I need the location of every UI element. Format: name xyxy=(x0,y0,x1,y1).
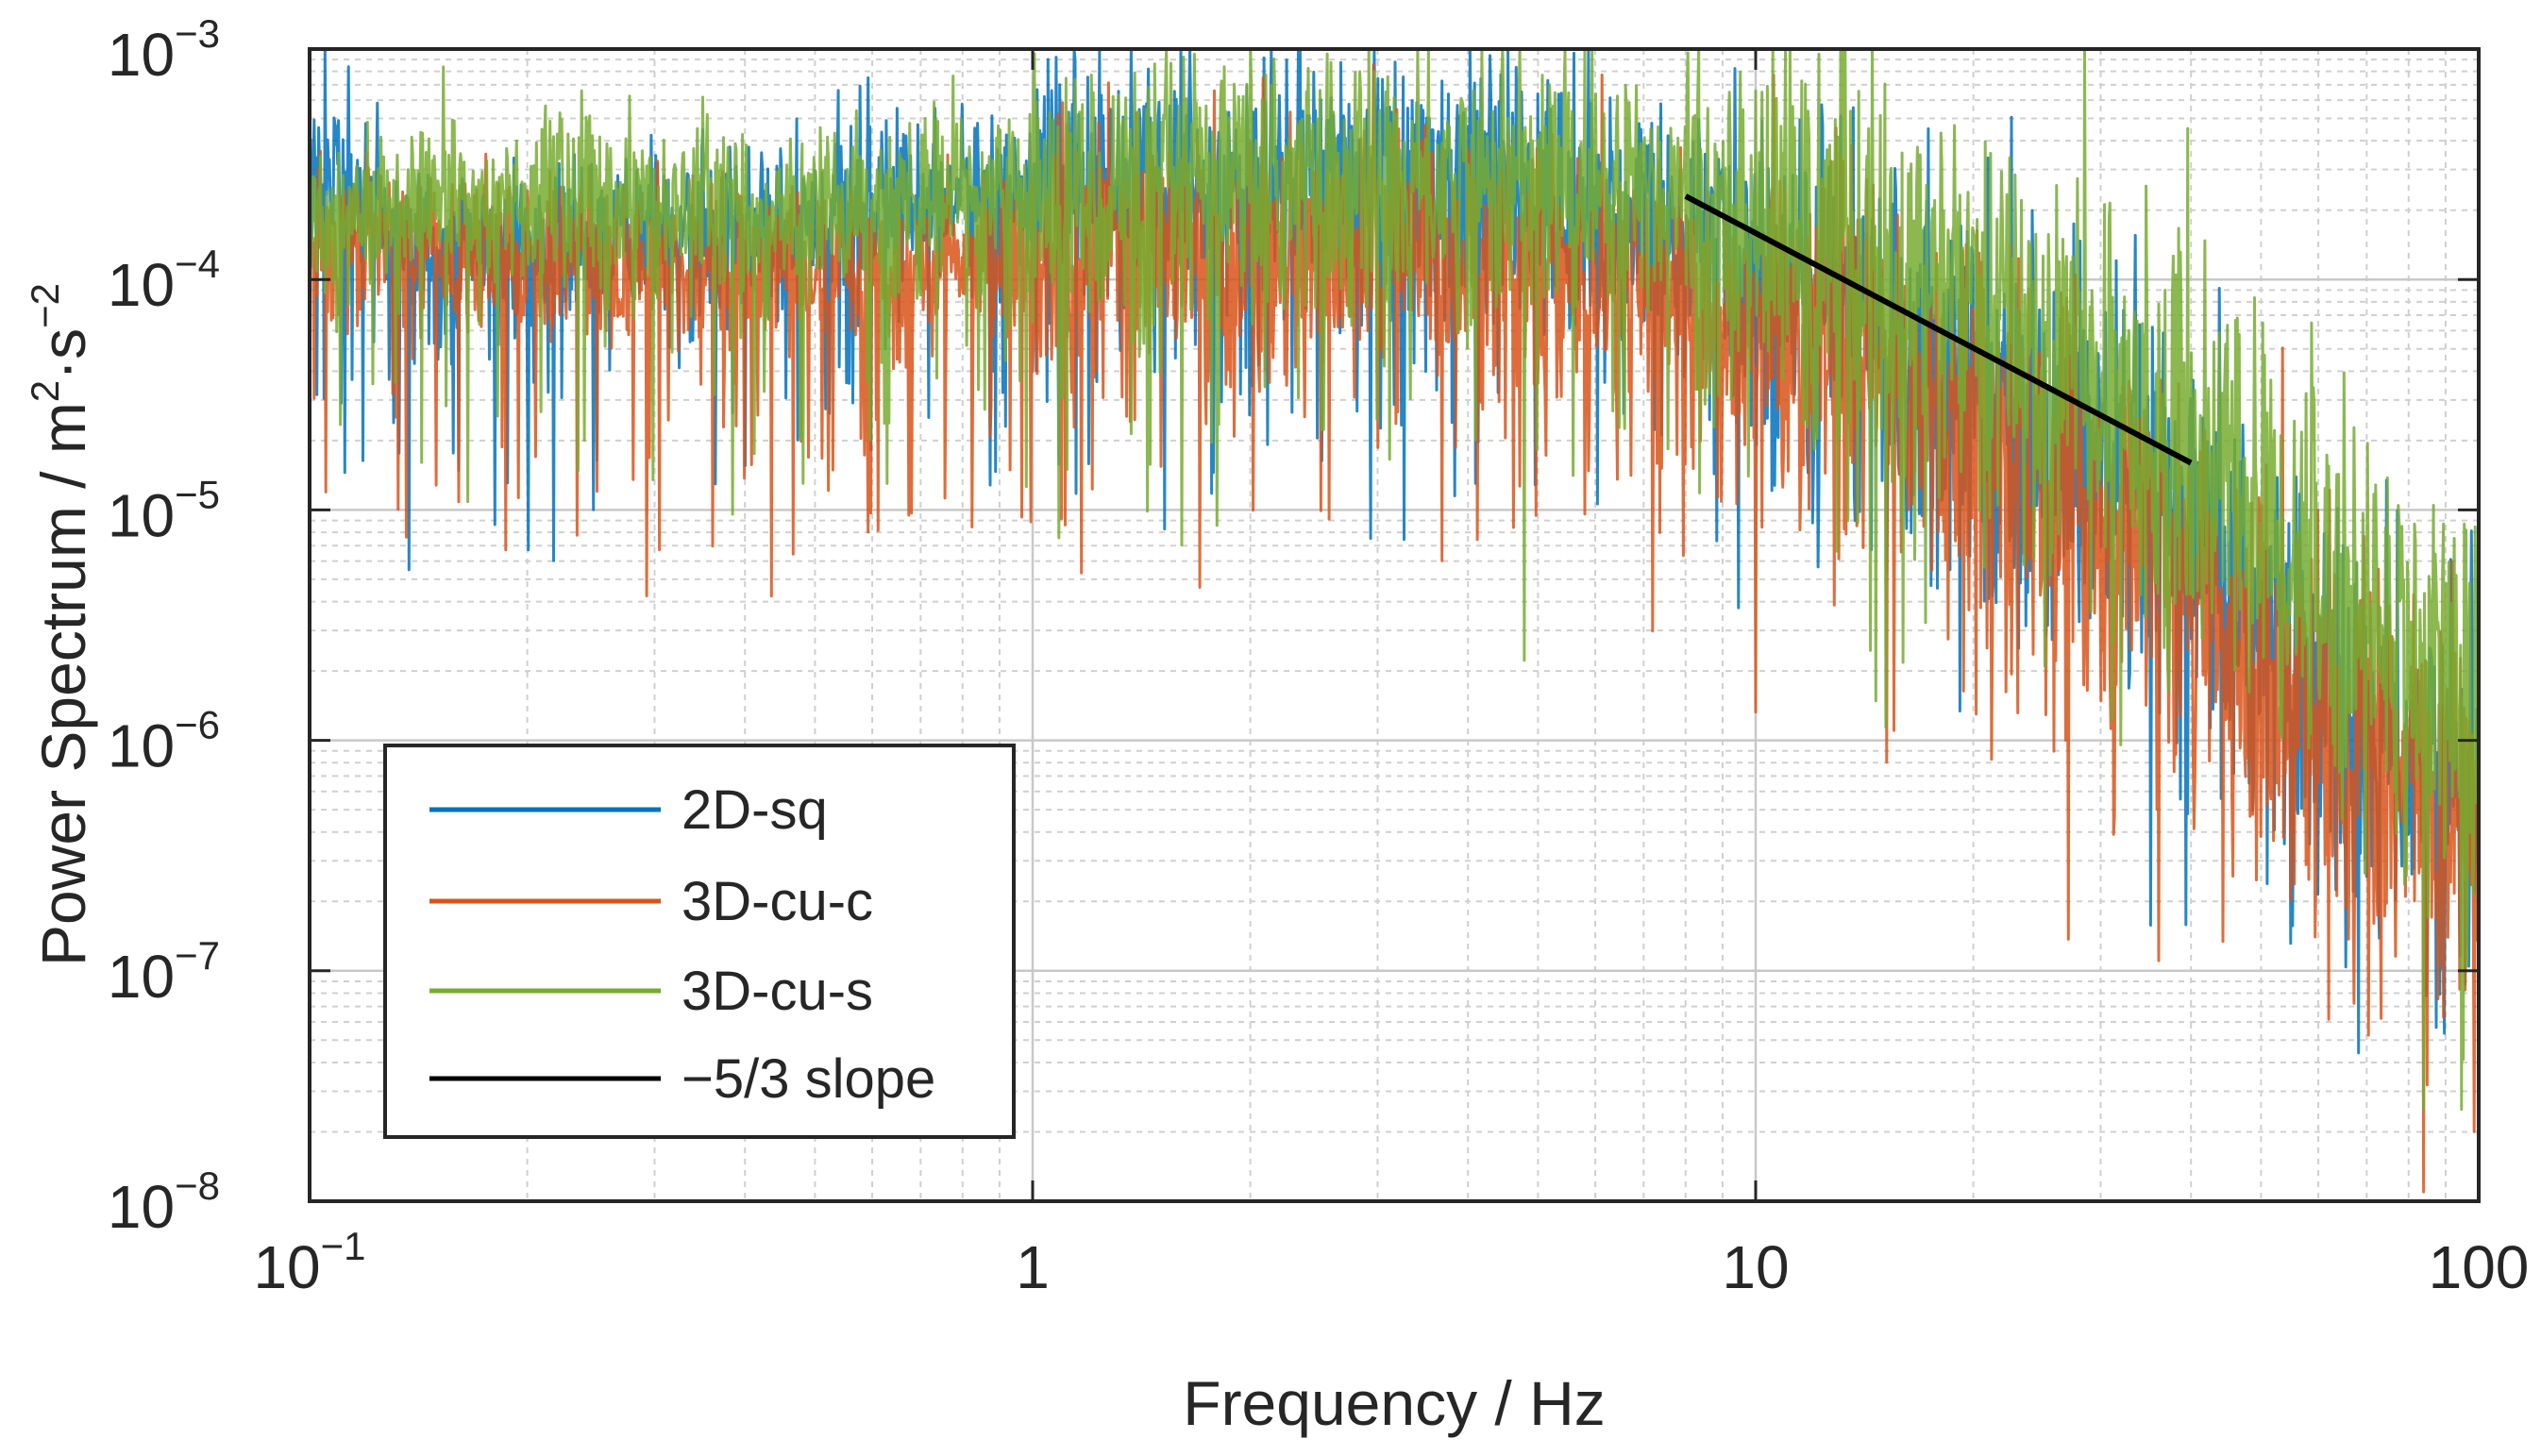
legend-label-2d-sq: 2D-sq xyxy=(682,779,828,841)
x-tick-base: 100 xyxy=(2429,1233,2530,1301)
y-tick-label: 10−7 xyxy=(108,933,220,1011)
x-tick-base: 10 xyxy=(253,1233,320,1301)
ticks xyxy=(308,47,2481,1203)
plot-frame xyxy=(308,47,2481,1203)
y-tick-label: 10−5 xyxy=(108,472,220,549)
x-axis-label: Frequency / Hz xyxy=(1183,1368,1606,1438)
y-tick-base: 10 xyxy=(108,251,175,319)
legend-label-3d-cu-c: 3D-cu-c xyxy=(682,871,873,932)
series-layer xyxy=(308,47,2481,1194)
y-tick-base: 10 xyxy=(108,712,175,780)
y-tick-label: 10−4 xyxy=(108,242,220,319)
y-tick-label: 10−8 xyxy=(108,1163,220,1241)
series-line-3d-cu-s xyxy=(308,47,2481,1112)
y-axis-label-sup1: 2 xyxy=(23,380,67,402)
y-tick-base: 10 xyxy=(108,943,175,1011)
y-tick-exponent: −8 xyxy=(175,1163,220,1208)
y-tick-exponent: −4 xyxy=(175,242,220,286)
x-tick-base: 10 xyxy=(1722,1233,1789,1301)
y-axis-label-sup2: −2 xyxy=(23,283,67,328)
x-tick-label: 100 xyxy=(2429,1233,2530,1301)
y-tick-label: 10−3 xyxy=(108,11,220,89)
y-tick-exponent: −5 xyxy=(175,472,220,516)
legend: 2D-sq 3D-cu-c 3D-cu-s −5/3 slope xyxy=(383,744,1016,1139)
slope-reference-line xyxy=(1684,193,2193,466)
y-tick-base: 10 xyxy=(108,21,175,89)
y-tick-exponent: −7 xyxy=(175,933,220,978)
y-tick-exponent: −3 xyxy=(175,11,220,56)
y-tick-base: 10 xyxy=(108,1173,175,1241)
legend-label-slope: −5/3 slope xyxy=(682,1048,935,1110)
x-tick-exponent: −1 xyxy=(321,1224,366,1268)
x-tick-label: 10−1 xyxy=(253,1224,365,1301)
x-tick-label: 10 xyxy=(1722,1233,1789,1301)
x-tick-label: 1 xyxy=(1016,1233,1050,1301)
y-tick-base: 10 xyxy=(108,481,175,549)
y-axis-label: Power Spectrum / m2·s−2 xyxy=(23,283,98,966)
y-axis-label-mid: ·s xyxy=(28,328,98,380)
reference-layer xyxy=(1684,193,2193,466)
y-tick-exponent: −6 xyxy=(175,703,220,747)
x-tick-base: 1 xyxy=(1016,1233,1050,1301)
y-tick-label: 10−6 xyxy=(108,703,220,780)
legend-label-3d-cu-s: 3D-cu-s xyxy=(682,961,873,1022)
y-axis-label-text: Power Spectrum / m xyxy=(28,402,98,966)
